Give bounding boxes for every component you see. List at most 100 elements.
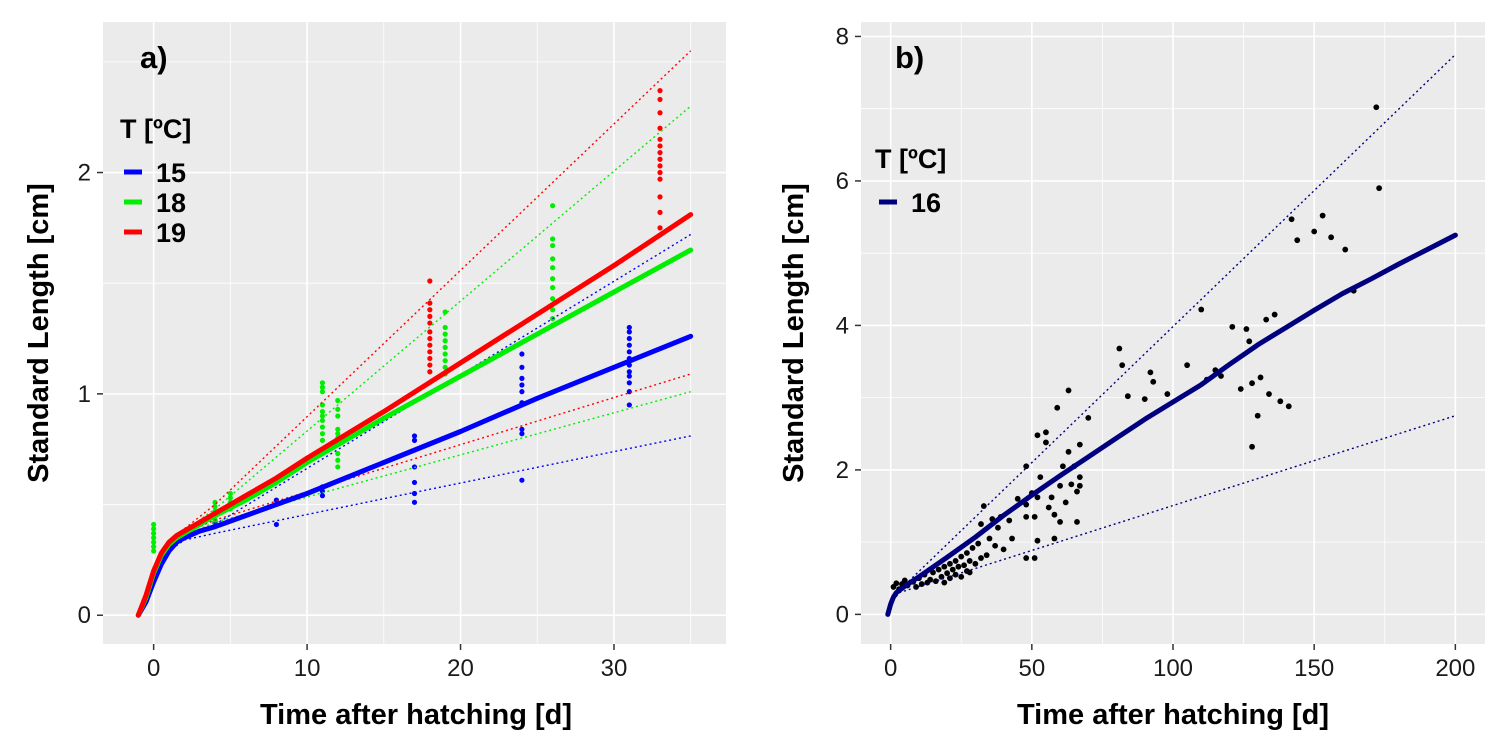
x-tick-label: 30: [601, 655, 628, 682]
data-point-16: [975, 540, 982, 547]
data-point-18: [319, 424, 326, 430]
y-tick-label: 6: [836, 168, 849, 195]
data-point-18: [319, 389, 326, 395]
data-point-18: [550, 203, 556, 209]
data-point-15: [519, 351, 525, 357]
data-point-18: [319, 408, 326, 415]
data-point-18: [550, 307, 556, 313]
data-point-16: [1124, 393, 1131, 400]
data-point-15: [519, 375, 525, 381]
data-point-16: [1319, 212, 1326, 219]
data-point-16: [980, 503, 987, 509]
data-point-15: [273, 521, 279, 528]
data-point-16: [949, 566, 956, 573]
data-point-18: [319, 384, 326, 390]
data-point-16: [1006, 517, 1013, 524]
y-axis-title: Standard Length [cm]: [23, 183, 55, 483]
data-point-18: [319, 417, 326, 424]
data-point-15: [626, 380, 632, 386]
data-point-16: [1257, 374, 1264, 381]
data-point-16: [913, 584, 919, 590]
data-point-15: [519, 426, 525, 432]
data-point-18: [335, 464, 341, 470]
data-point-18: [442, 338, 448, 344]
data-point-15: [626, 329, 632, 335]
data-point-15: [411, 490, 418, 497]
data-point-15: [519, 389, 525, 395]
data-point-16: [1074, 519, 1080, 525]
data-point-18: [151, 535, 157, 541]
data-point-16: [1023, 463, 1030, 470]
data-point-15: [519, 477, 525, 483]
data-point-16: [1000, 546, 1007, 553]
data-layer: [885, 53, 1458, 617]
data-point-16: [1076, 441, 1083, 448]
y-tick-label: 2: [836, 457, 849, 484]
legend: T [ºC] 16: [875, 144, 946, 218]
data-point-16: [1065, 448, 1072, 455]
data-point-16: [952, 558, 959, 564]
data-point-16: [1254, 412, 1261, 419]
data-point-19: [427, 278, 433, 284]
data-point-18: [335, 406, 341, 412]
data-point-16: [1376, 185, 1383, 192]
data-point-18: [151, 548, 157, 554]
data-point-16: [978, 521, 984, 527]
data-point-19: [427, 335, 433, 342]
data-point-16: [1062, 499, 1069, 506]
data-point-19: [657, 209, 663, 215]
data-point-16: [995, 524, 1001, 531]
data-point-15: [519, 382, 525, 388]
data-point-19: [657, 176, 663, 182]
data-point-15: [626, 335, 632, 342]
x-axis-title: Time after hatching [d]: [260, 699, 572, 731]
data-point-18: [319, 413, 326, 419]
data-point-16: [969, 545, 976, 551]
y-axis-title: Standard Length [cm]: [778, 183, 810, 483]
data-point-16: [1068, 481, 1075, 488]
data-point-18: [212, 504, 218, 510]
plot-panel-background: [103, 22, 726, 644]
data-point-16: [1057, 482, 1063, 489]
data-point-16: [1034, 432, 1041, 439]
data-point-16: [955, 563, 962, 570]
x-tick-label: 0: [884, 655, 897, 682]
data-point-16: [1076, 482, 1083, 489]
data-point-16: [1043, 429, 1049, 436]
data-point-19: [657, 88, 663, 94]
data-point-16: [1294, 237, 1301, 244]
data-point-19: [657, 149, 663, 156]
data-point-16: [1277, 398, 1284, 405]
legend-label-15: 15: [156, 158, 186, 188]
data-point-18: [227, 495, 233, 501]
x-tick-label: 200: [1435, 655, 1475, 682]
data-point-16: [983, 552, 990, 559]
data-point-16: [1342, 246, 1349, 253]
legend-label-16: 16: [911, 188, 941, 218]
data-point-16: [1043, 439, 1049, 446]
data-point-16: [1285, 403, 1292, 410]
data-point-18: [151, 526, 157, 532]
data-point-19: [427, 355, 433, 362]
data-point-16: [1243, 326, 1250, 332]
data-point-19: [427, 307, 433, 313]
data-point-16: [966, 558, 973, 564]
data-point-18: [442, 344, 448, 350]
x-tick-label: 100: [1153, 655, 1193, 682]
data-point-18: [335, 457, 341, 463]
data-point-19: [427, 300, 433, 306]
data-point-15: [626, 373, 632, 379]
data-point-16: [941, 579, 948, 586]
data-point-18: [335, 413, 341, 419]
y-tick-label: 8: [836, 23, 849, 50]
data-point-19: [427, 313, 433, 319]
panel-label: b): [895, 40, 924, 75]
data-point-16: [901, 577, 908, 584]
data-point-18: [442, 331, 448, 337]
data-point-15: [626, 402, 632, 408]
data-point-16: [927, 576, 934, 583]
data-point-16: [1229, 323, 1236, 330]
data-point-18: [550, 236, 556, 242]
data-point-16: [1150, 378, 1157, 385]
data-point-16: [1031, 555, 1038, 561]
